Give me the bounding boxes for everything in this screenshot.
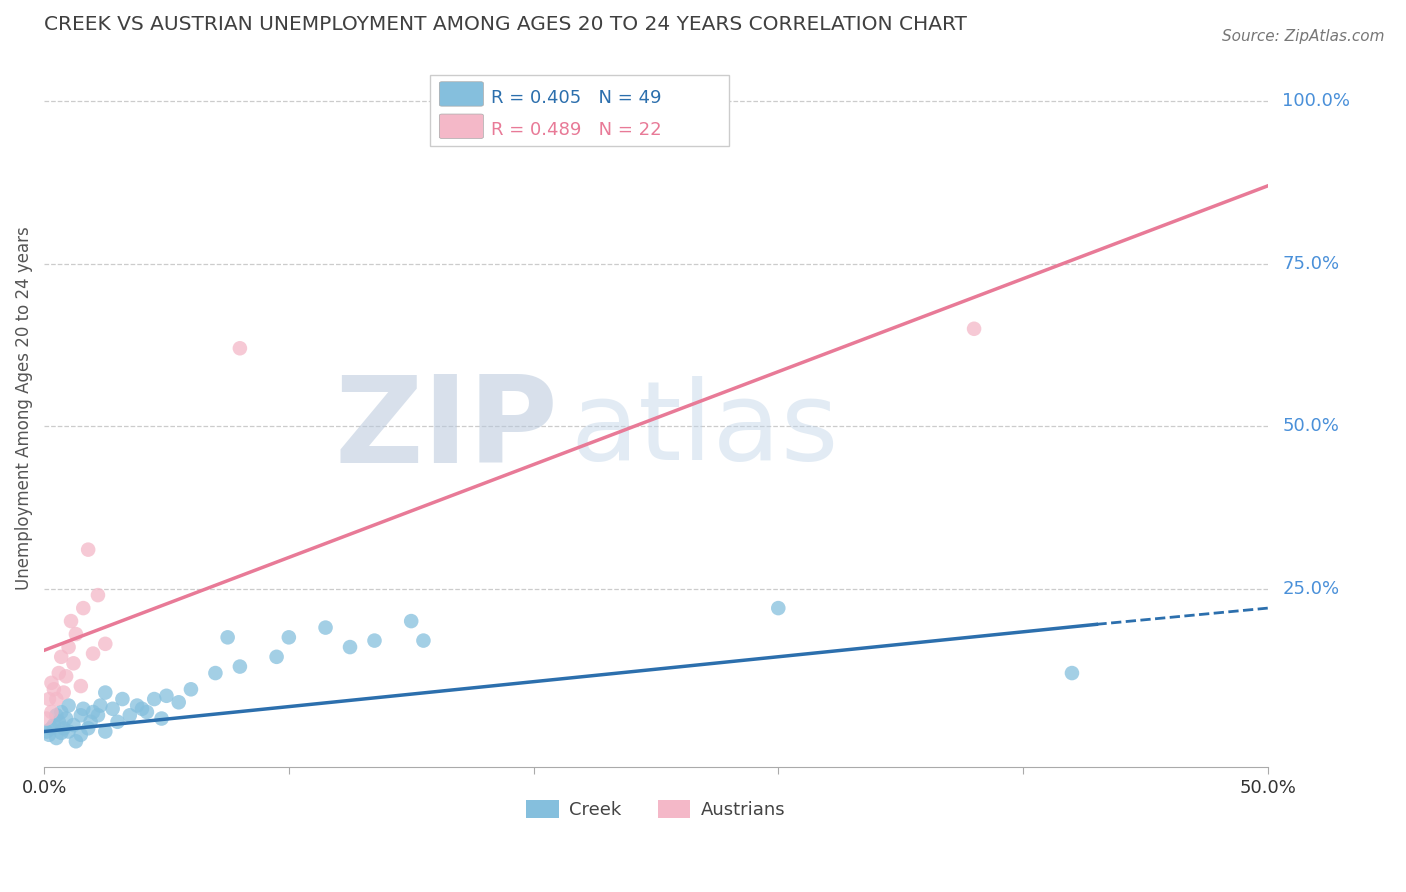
Point <box>55 712 77 726</box>
Point <box>167 695 190 709</box>
FancyBboxPatch shape <box>439 82 484 106</box>
Point <box>58 640 80 654</box>
Point <box>41 705 63 719</box>
FancyBboxPatch shape <box>439 114 484 138</box>
Point <box>412 633 434 648</box>
Point <box>111 692 134 706</box>
Point <box>69 708 91 723</box>
Point <box>35 724 58 739</box>
Point <box>69 728 91 742</box>
Point <box>41 721 63 735</box>
Point <box>180 682 202 697</box>
Point <box>51 705 73 719</box>
Text: 50.0%: 50.0% <box>1282 417 1340 435</box>
Point <box>315 621 337 635</box>
Point <box>277 631 299 645</box>
Point <box>42 718 65 732</box>
Point <box>131 702 153 716</box>
FancyBboxPatch shape <box>430 75 730 146</box>
Point <box>150 712 173 726</box>
Point <box>72 601 94 615</box>
Point <box>52 721 75 735</box>
Point <box>42 682 65 697</box>
Text: 75.0%: 75.0% <box>1282 255 1340 273</box>
Text: atlas: atlas <box>571 376 839 483</box>
Point <box>229 341 252 355</box>
Point <box>77 721 100 735</box>
Point <box>217 631 239 645</box>
Point <box>45 708 67 723</box>
Point <box>1060 666 1083 681</box>
Legend: Creek, Austrians: Creek, Austrians <box>519 793 793 826</box>
Point <box>118 708 141 723</box>
Text: 25.0%: 25.0% <box>1282 580 1340 598</box>
Point <box>155 689 177 703</box>
Point <box>82 647 104 661</box>
Point <box>69 679 91 693</box>
Point <box>41 675 63 690</box>
Point <box>58 724 80 739</box>
Text: CREEK VS AUSTRIAN UNEMPLOYMENT AMONG AGES 20 TO 24 YEARS CORRELATION CHART: CREEK VS AUSTRIAN UNEMPLOYMENT AMONG AGE… <box>44 15 967 34</box>
Point <box>65 734 87 748</box>
Point <box>55 669 77 683</box>
Point <box>58 698 80 713</box>
Point <box>51 649 73 664</box>
Point <box>62 718 84 732</box>
Point <box>77 542 100 557</box>
Point <box>62 657 84 671</box>
Point <box>89 698 111 713</box>
Point <box>87 708 110 723</box>
Point <box>266 649 288 664</box>
Point <box>51 726 73 740</box>
Y-axis label: Unemployment Among Ages 20 to 24 years: Unemployment Among Ages 20 to 24 years <box>15 227 32 591</box>
Point <box>127 698 149 713</box>
Point <box>82 705 104 719</box>
Point <box>229 659 252 673</box>
Point <box>72 702 94 716</box>
Point <box>38 728 60 742</box>
Text: R = 0.405   N = 49: R = 0.405 N = 49 <box>491 89 661 107</box>
Text: ZIP: ZIP <box>335 371 558 489</box>
Point <box>79 714 101 729</box>
Point <box>94 724 117 739</box>
Point <box>35 712 58 726</box>
Point <box>135 705 157 719</box>
Point <box>38 692 60 706</box>
Text: 100.0%: 100.0% <box>1282 93 1350 111</box>
Text: Source: ZipAtlas.com: Source: ZipAtlas.com <box>1222 29 1385 44</box>
Point <box>94 637 117 651</box>
Point <box>60 614 83 628</box>
Point <box>107 714 129 729</box>
Point <box>45 692 67 706</box>
Point <box>48 666 70 681</box>
Point <box>399 614 422 628</box>
Point <box>94 685 117 699</box>
Point <box>65 627 87 641</box>
Point <box>204 666 226 681</box>
Text: R = 0.489   N = 22: R = 0.489 N = 22 <box>491 121 661 139</box>
Point <box>101 702 124 716</box>
Point <box>363 633 385 648</box>
Point <box>87 588 110 602</box>
Point <box>52 685 75 699</box>
Point <box>768 601 790 615</box>
Point <box>143 692 166 706</box>
Point <box>45 731 67 745</box>
Point <box>339 640 361 654</box>
Point <box>48 714 70 729</box>
Point <box>963 322 986 336</box>
